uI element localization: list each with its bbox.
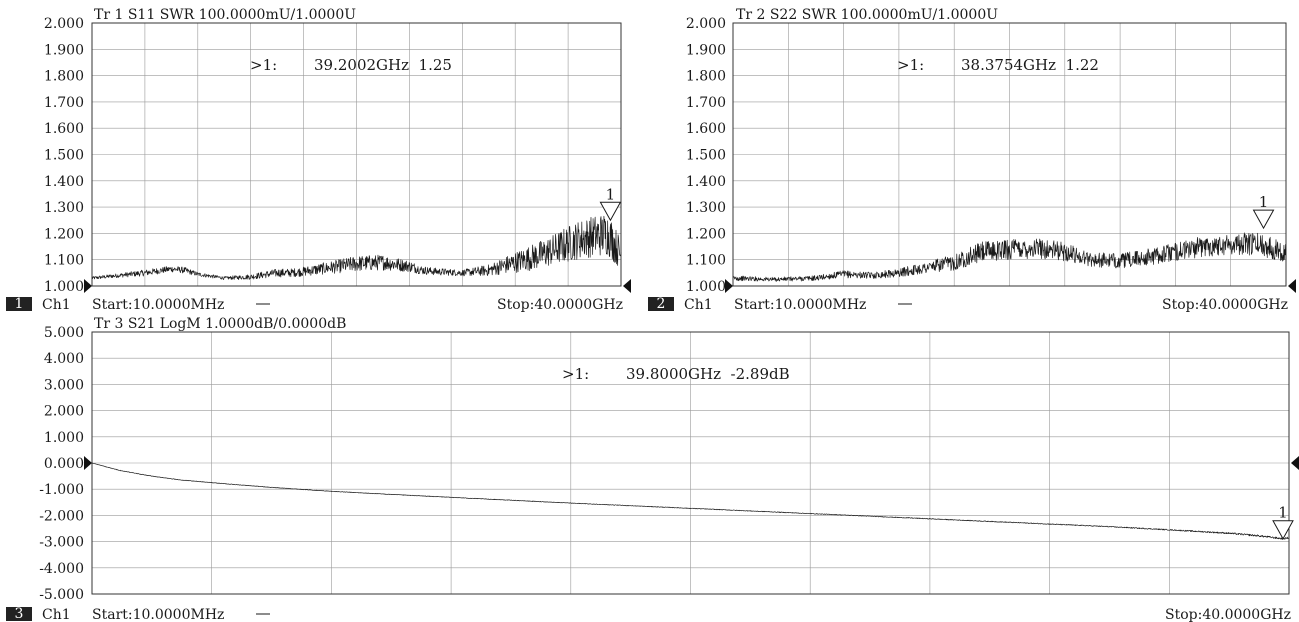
trace-panel-2: 2.000 1.900 1.800 1.700 1.600 1.500 1.400 1.300… bbox=[648, 7, 1296, 313]
reference-right-arrow bbox=[1291, 456, 1299, 470]
y-tick-label: 1.500 bbox=[686, 148, 726, 164]
reference-left-arrow bbox=[84, 279, 92, 293]
y-tick-label: 1.800 bbox=[686, 69, 726, 85]
y-tick-label: 1.100 bbox=[44, 253, 84, 269]
reference-left-arrow bbox=[84, 456, 92, 470]
y-tick-label: 1.000 bbox=[44, 279, 84, 295]
channel-number: 3 bbox=[15, 606, 24, 622]
trace-line bbox=[91, 215, 622, 280]
y-tick-label: 3.000 bbox=[44, 377, 84, 393]
y-tick-label: 1.900 bbox=[44, 42, 84, 58]
start-frequency: Start:10.0000MHz bbox=[92, 607, 224, 622]
reference-left-arrow bbox=[725, 279, 733, 293]
marker-readout: 39.8000GHz -2.89dB bbox=[626, 365, 790, 383]
marker-readout: 39.2002GHz 1.25 bbox=[314, 56, 452, 74]
y-tick-label: 1.200 bbox=[686, 226, 726, 242]
marker-number: 1 bbox=[1278, 504, 1288, 522]
marker-number: 1 bbox=[1259, 193, 1269, 211]
channel-chip bbox=[648, 297, 674, 311]
trace-title: Tr 1 S11 SWR 100.0000mU/1.0000U bbox=[94, 7, 356, 23]
y-tick-label: 2.000 bbox=[686, 16, 726, 32]
y-tick-label: 1.600 bbox=[44, 121, 84, 137]
channel-label: Ch1 bbox=[684, 297, 713, 313]
trace-line bbox=[91, 462, 1290, 540]
reference-right-arrow bbox=[623, 279, 631, 293]
channel-label: Ch1 bbox=[42, 297, 71, 313]
stop-frequency: Stop:40.0000GHz bbox=[497, 297, 623, 313]
trace-panel-3: 5.000 4.000 3.000 2.000 1.000 0.000 -1.000 -2.0… bbox=[6, 316, 1299, 622]
y-tick-label: -3.000 bbox=[39, 535, 84, 551]
y-tick-label: 1.600 bbox=[686, 121, 726, 137]
marker-readout: 38.3754GHz 1.22 bbox=[961, 56, 1099, 74]
grid bbox=[92, 23, 621, 286]
y-tick-label: 5.000 bbox=[44, 325, 84, 341]
y-tick-label: 1.900 bbox=[686, 42, 726, 58]
y-tick-label: 1.000 bbox=[686, 279, 726, 295]
marker-triangle bbox=[1252, 209, 1275, 230]
channel-number: 2 bbox=[657, 296, 666, 312]
y-tick-label: 1.000 bbox=[44, 430, 84, 446]
y-tick-label: 1.400 bbox=[686, 174, 726, 190]
trace-title: Tr 3 S21 LogM 1.0000dB/0.0000dB bbox=[94, 316, 346, 332]
stop-frequency: Stop:40.0000GHz bbox=[1165, 607, 1291, 622]
y-tick-label: 1.200 bbox=[44, 226, 84, 242]
y-tick-label: 1.300 bbox=[44, 200, 84, 216]
trace-title: Tr 2 S22 SWR 100.0000mU/1.0000U bbox=[736, 7, 998, 23]
y-tick-label: -2.000 bbox=[39, 508, 84, 524]
y-tick-label: 0.000 bbox=[44, 456, 84, 472]
y-tick-label: 1.500 bbox=[44, 148, 84, 164]
marker-triangle bbox=[599, 201, 622, 222]
marker-readout-prefix: >1: bbox=[897, 56, 924, 74]
plot-frame bbox=[732, 22, 1287, 287]
channel-chip bbox=[6, 607, 32, 621]
y-tick-label: 1.300 bbox=[686, 200, 726, 216]
y-tick-label: 1.700 bbox=[686, 95, 726, 111]
marker-triangle bbox=[1272, 520, 1294, 540]
stop-frequency: Stop:40.0000GHz bbox=[1162, 297, 1288, 313]
y-tick-label: 2.000 bbox=[44, 404, 84, 420]
y-tick-label: 4.000 bbox=[44, 351, 84, 367]
y-tick-label: -4.000 bbox=[39, 561, 84, 577]
channel-chip bbox=[6, 297, 32, 311]
y-tick-label: 1.800 bbox=[44, 69, 84, 85]
trace-line bbox=[732, 232, 1287, 282]
y-tick-label: -1.000 bbox=[39, 482, 84, 498]
start-frequency: Start:10.0000MHz bbox=[92, 297, 224, 313]
channel-number: 1 bbox=[15, 296, 24, 312]
trace-panel-1: 2.000 1.900 1.800 1.700 1.600 1.500 1.400 1.300… bbox=[6, 7, 631, 313]
grid bbox=[733, 23, 1286, 286]
y-tick-label: 2.000 bbox=[44, 16, 84, 32]
reference-right-arrow bbox=[1288, 279, 1296, 293]
channel-label: Ch1 bbox=[42, 607, 71, 622]
y-tick-label: -5.000 bbox=[39, 587, 84, 603]
y-tick-label: 1.700 bbox=[44, 95, 84, 111]
marker-readout-prefix: >1: bbox=[250, 56, 277, 74]
marker-number: 1 bbox=[606, 185, 616, 203]
plot-frame bbox=[91, 22, 622, 287]
start-frequency: Start:10.0000MHz bbox=[734, 297, 866, 313]
y-tick-label: 1.100 bbox=[686, 253, 726, 269]
y-tick-label: 1.400 bbox=[44, 174, 84, 190]
marker-readout-prefix: >1: bbox=[562, 365, 589, 383]
